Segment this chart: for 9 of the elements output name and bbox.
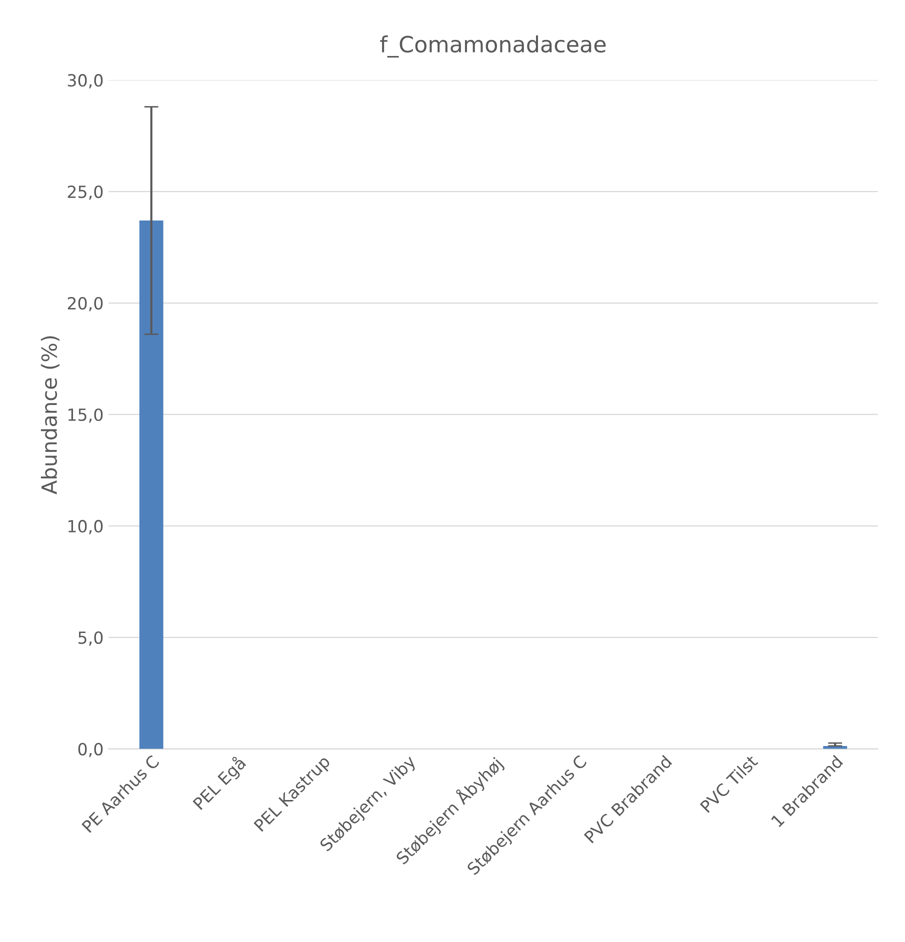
y-tick-label: 15,0 [68, 408, 103, 423]
y-tick-label: 0,0 [78, 742, 103, 758]
y-tick-label: 30,0 [68, 74, 103, 88]
y-tick-label: 10,0 [68, 520, 103, 534]
y-axis-title: Abundance (%) [40, 336, 60, 494]
y-tick-label: 20,0 [68, 296, 103, 312]
y-tick-label: 25,0 [68, 186, 103, 200]
chart-title: f_Comamonadaceae [380, 35, 606, 58]
y-tick-label: 5,0 [78, 631, 103, 646]
